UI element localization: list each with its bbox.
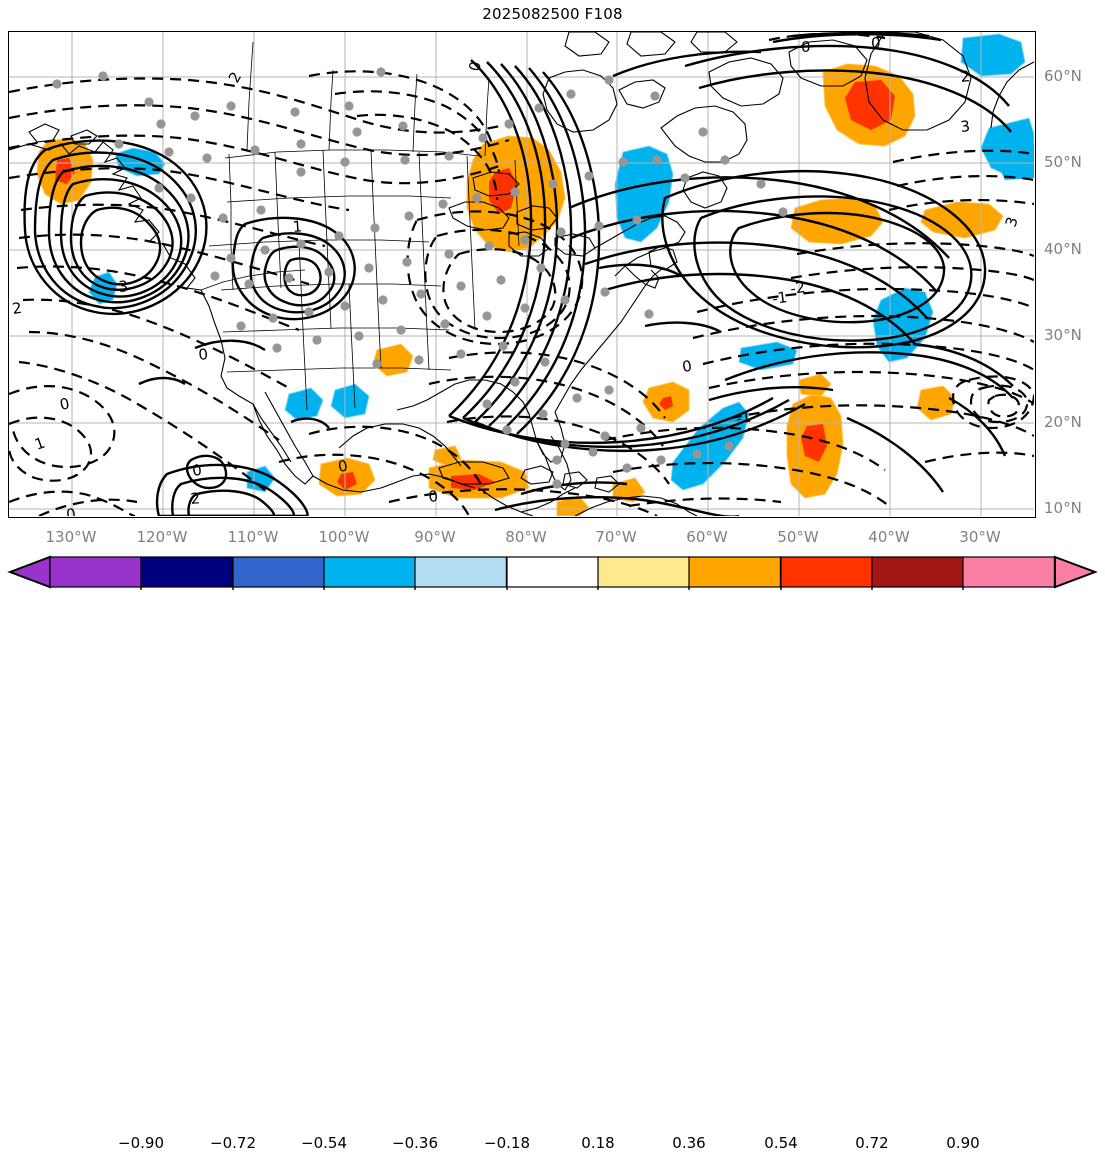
svg-text:4: 4	[701, 32, 712, 36]
lat-tick-10N: 10°N	[1044, 499, 1082, 517]
svg-text:0: 0	[465, 60, 485, 73]
colorbar-tick-0.90: 0.90	[946, 1134, 980, 1152]
colorbar[interactable]: −0.90 −0.72 −0.54 −0.36 −0.18 0.18 0.36 …	[0, 550, 1105, 1152]
station-markers	[52, 67, 788, 489]
colorbar-tick-0.72: 0.72	[855, 1134, 889, 1152]
colorbar-tick-0.18: 0.18	[581, 1134, 615, 1152]
svg-text:2: 2	[225, 69, 245, 86]
colorbar-tick-0.54: 0.54	[764, 1134, 798, 1152]
lat-tick-60N: 60°N	[1044, 67, 1082, 85]
svg-text:2: 2	[11, 299, 23, 318]
lat-tick-50N: 50°N	[1044, 153, 1082, 171]
lon-tick-40W: 40°W	[868, 528, 910, 546]
svg-text:3: 3	[118, 277, 129, 296]
positive-contours	[23, 32, 1014, 516]
lon-tick-90W: 90°W	[414, 528, 456, 546]
svg-text:-1: -1	[735, 408, 753, 428]
lon-tick-50W: 50°W	[777, 528, 819, 546]
lon-tick-80W: 80°W	[505, 528, 547, 546]
colorbar-tick--0.90: −0.90	[118, 1134, 164, 1152]
lat-tick-20N: 20°N	[1044, 413, 1082, 431]
svg-text:0: 0	[871, 34, 881, 52]
lon-tick-30W: 30°W	[959, 528, 1001, 546]
lat-tick-40N: 40°N	[1044, 240, 1082, 258]
lon-tick-120W: 120°W	[136, 528, 188, 546]
lon-tick-110W: 110°W	[227, 528, 279, 546]
map-plot-area[interactable]: 2 0 1 0 2 0 0 0 3 1 0 0 -1 -1 -2 4 0 0 2…	[8, 31, 1036, 518]
svg-text:3: 3	[960, 117, 971, 136]
lon-tick-60W: 60°W	[686, 528, 728, 546]
page-title: 2025082500 F108	[482, 5, 623, 23]
svg-text:0: 0	[681, 357, 693, 376]
svg-text:-2: -2	[789, 278, 806, 298]
map-canvas: 2 0 1 0 2 0 0 0 3 1 0 0 -1 -1 -2 4 0 0 2…	[9, 32, 1034, 516]
svg-text:0: 0	[337, 457, 350, 476]
svg-text:1: 1	[292, 217, 303, 236]
lon-tick-130W: 130°W	[45, 528, 97, 546]
svg-text:2: 2	[960, 67, 971, 86]
colorbar-bands	[7, 555, 1098, 589]
colorbar-tick-0.36: 0.36	[672, 1134, 706, 1152]
svg-text:0: 0	[58, 394, 71, 414]
negative-contours	[9, 32, 1034, 516]
colorbar-tick--0.72: −0.72	[210, 1134, 256, 1152]
svg-text:1: 1	[32, 434, 47, 454]
colorbar-tick--0.54: −0.54	[301, 1134, 347, 1152]
svg-text:0: 0	[198, 345, 209, 364]
colorbar-ticks	[140, 587, 964, 590]
svg-text:0: 0	[801, 38, 811, 56]
svg-text:0: 0	[65, 505, 77, 516]
svg-text:0: 0	[428, 487, 439, 506]
svg-text:2: 2	[190, 489, 201, 508]
colorbar-tick--0.36: −0.36	[392, 1134, 438, 1152]
lat-tick-30N: 30°N	[1044, 326, 1082, 344]
lon-tick-70W: 70°W	[595, 528, 637, 546]
svg-text:3: 3	[1002, 215, 1022, 230]
svg-text:0: 0	[191, 461, 203, 480]
colorbar-canvas	[7, 555, 1098, 590]
svg-text:-1: -1	[771, 288, 788, 308]
colorbar-tick--0.18: −0.18	[484, 1134, 530, 1152]
lon-tick-100W: 100°W	[318, 528, 370, 546]
